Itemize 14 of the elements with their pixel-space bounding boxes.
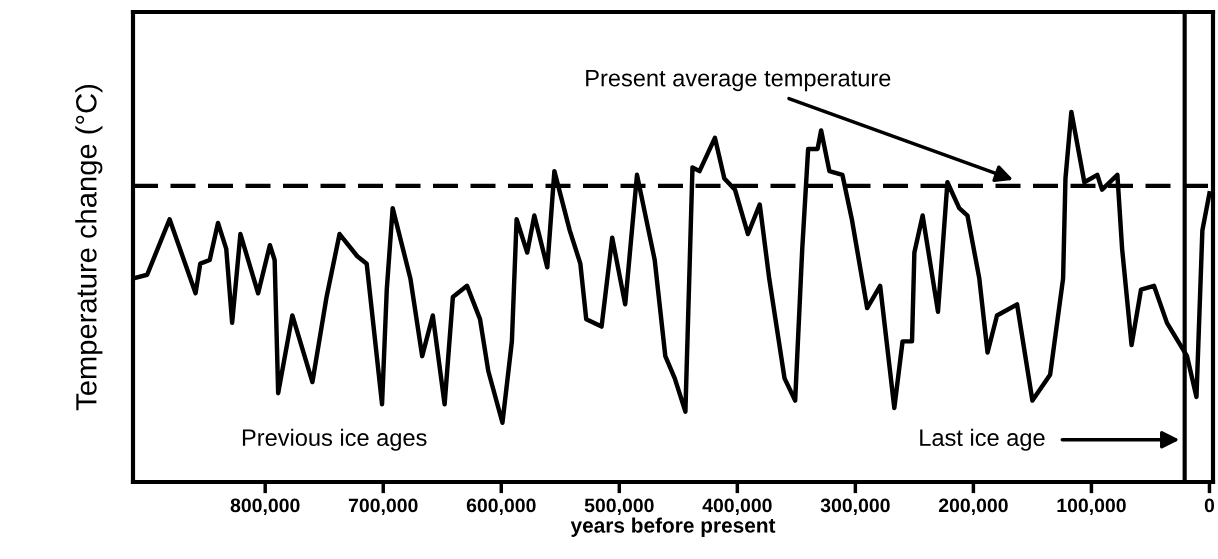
x-tick-label: 300,000 bbox=[820, 498, 890, 516]
x-tick-label: 200,000 bbox=[938, 498, 1008, 516]
annotation: Last ice age bbox=[920, 428, 1045, 451]
text: Present average temperature bbox=[586, 70, 891, 92]
x-tick-label: 500,000 bbox=[584, 498, 654, 516]
x-tick-label: 100,000 bbox=[1057, 498, 1126, 516]
x-tick-label: 0 bbox=[1204, 498, 1215, 513]
x-tick-label: 800,000 bbox=[230, 498, 300, 516]
x-axis-title: years before present bbox=[570, 517, 776, 537]
annotation: Previous ice ages bbox=[242, 428, 427, 451]
x-tick-label: 700,000 bbox=[348, 498, 418, 516]
x-tick-label: 600,000 bbox=[466, 498, 536, 516]
x-tick-label: 400,000 bbox=[702, 498, 772, 516]
y-axis-title: Temperature change (°C) bbox=[75, 84, 103, 411]
